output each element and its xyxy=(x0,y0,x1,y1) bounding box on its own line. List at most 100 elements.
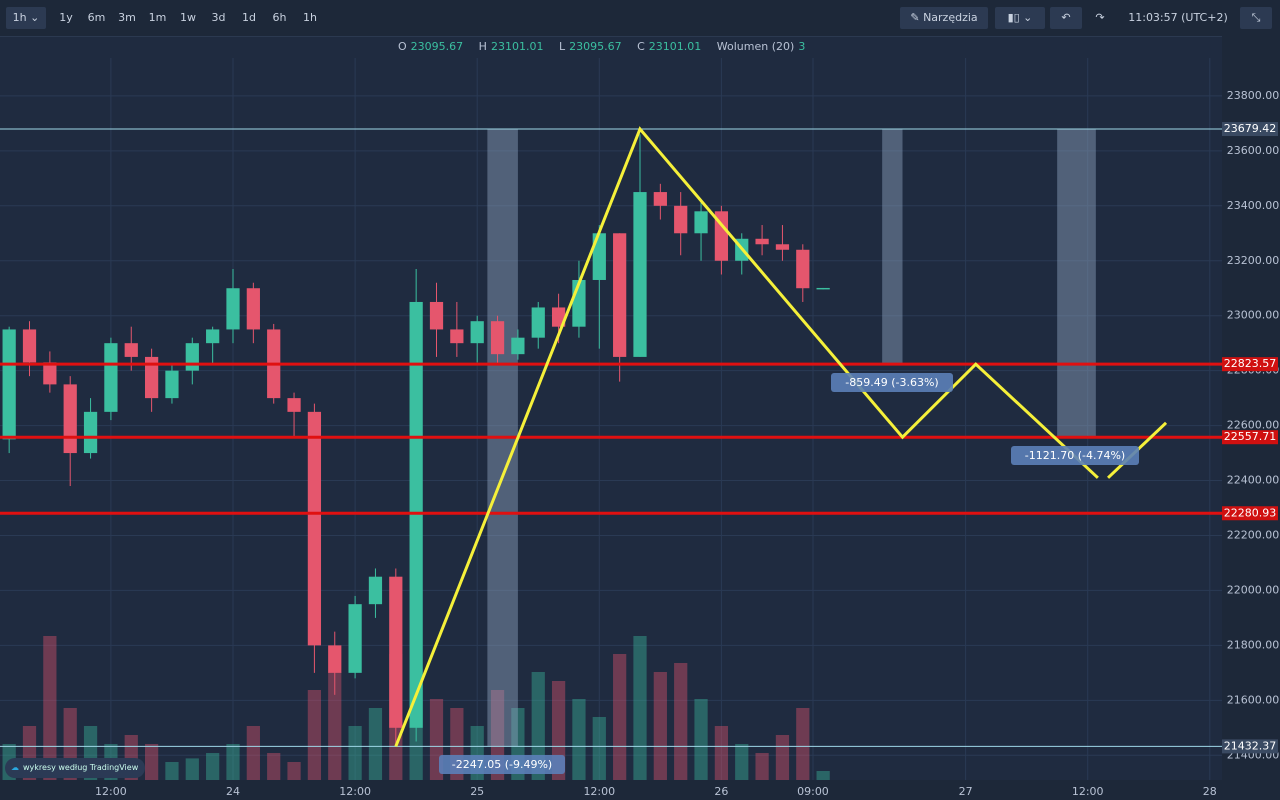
time-zone xyxy=(882,129,903,365)
y-tick-label: 23000.00 xyxy=(1227,309,1280,322)
interval-select[interactable]: 1h ⌄ xyxy=(6,7,46,29)
interval-option[interactable]: 1h xyxy=(303,11,317,24)
candle-body xyxy=(613,233,627,357)
chart-type[interactable]: ▮▯ ⌄ xyxy=(995,7,1045,29)
volume-bar xyxy=(287,762,301,780)
candle-body xyxy=(490,321,505,355)
x-tick-label: 12:00 xyxy=(95,785,127,798)
measure-label-box xyxy=(1011,446,1139,465)
candle-body xyxy=(43,362,57,385)
tools-label: Narzędzia xyxy=(923,11,978,24)
candle-body xyxy=(185,343,199,371)
price-label-box xyxy=(1222,357,1278,372)
volume-bar xyxy=(714,726,729,780)
y-tick-label: 22600.00 xyxy=(1227,419,1280,432)
interval-option[interactable]: 1d xyxy=(242,11,256,24)
candle-body xyxy=(429,301,444,330)
candle-body xyxy=(328,645,342,673)
candle-body xyxy=(816,287,830,290)
price-label: 22557.71 xyxy=(1224,430,1277,443)
volume-bar xyxy=(328,672,342,780)
candle-body xyxy=(674,205,688,234)
interval-option[interactable]: 3m xyxy=(118,11,136,24)
candle-body xyxy=(511,337,525,355)
volume-bar xyxy=(185,758,199,780)
tools-button[interactable]: ✎ Narzędzia xyxy=(900,7,988,29)
label: H xyxy=(478,40,487,53)
value: 3 xyxy=(798,40,806,53)
volume-bar xyxy=(816,771,830,780)
volume-bar xyxy=(206,753,220,780)
fullscreen[interactable]: ⤡ xyxy=(1240,7,1272,29)
y-tick-label: 21600.00 xyxy=(1227,693,1280,706)
x-tick-label: 12:00 xyxy=(583,785,615,798)
y-tick-label: 22200.00 xyxy=(1227,528,1280,541)
candle-body xyxy=(694,211,708,234)
volume-bar xyxy=(572,699,586,780)
price-label-box xyxy=(1222,430,1278,445)
y-tick-label: 23400.00 xyxy=(1227,199,1280,212)
volume-bar xyxy=(531,672,545,780)
y-tick-label: 22400.00 xyxy=(1227,474,1280,487)
zigzag-line xyxy=(394,126,1099,747)
x-tick-label: 28 xyxy=(1203,785,1217,798)
ohlc-legend: O 23095.67 H 23101.01 L 23095.67 C 23101.01 … xyxy=(398,40,817,54)
candle-body xyxy=(551,307,566,327)
volume-bar xyxy=(735,744,749,780)
y-tick-label: 21800.00 xyxy=(1227,638,1280,651)
price-axis xyxy=(1222,36,1280,800)
value: 23095.67 xyxy=(410,40,464,53)
candle-body xyxy=(83,411,98,454)
volume-bar xyxy=(165,762,179,780)
volume-bar xyxy=(674,663,688,780)
candle-body xyxy=(470,321,484,344)
x-tick-label: 27 xyxy=(959,785,973,798)
interval-option[interactable]: 6m xyxy=(87,11,106,24)
value: 23101.01 xyxy=(648,40,702,53)
undo[interactable]: ↶ xyxy=(1050,7,1082,29)
measure-label-box xyxy=(831,373,953,392)
branding[interactable]: ☁ wykresy według TradingView xyxy=(5,758,145,778)
label: O xyxy=(398,40,407,53)
redo[interactable]: ↷ xyxy=(1095,11,1105,24)
candle-body xyxy=(165,370,179,399)
x-tick-label: 12:00 xyxy=(339,785,371,798)
volume-bar xyxy=(368,708,383,780)
candle-body xyxy=(531,307,545,338)
volume-bar xyxy=(633,636,647,780)
candle-body xyxy=(104,343,118,412)
candle-body xyxy=(592,233,606,280)
interval-option[interactable]: 6h xyxy=(272,11,287,24)
volume-bar xyxy=(653,672,667,780)
label: L xyxy=(558,40,566,53)
volume-bar xyxy=(307,690,322,780)
x-tick-label: 09:00 xyxy=(797,785,829,798)
label: C xyxy=(637,40,645,53)
interval-option[interactable]: 1w xyxy=(180,11,196,24)
candle-body xyxy=(206,329,220,344)
price-label-box xyxy=(1222,122,1278,137)
volume-bar xyxy=(226,744,240,780)
volume-bar xyxy=(267,753,281,780)
candle-body xyxy=(633,192,647,357)
volume-bar xyxy=(613,654,627,780)
chart: 12:00 24 12:00 25 12:00 26 09:00 27 12:00 28 23800… xyxy=(0,36,1280,800)
y-tick-label: 23800.00 xyxy=(1227,89,1280,102)
measure-label: -2247.05 (-9.49%) xyxy=(452,758,552,771)
price-label: 22823.57 xyxy=(1224,357,1277,370)
volume-bar xyxy=(43,636,57,780)
volume-bar xyxy=(694,699,708,780)
interval-option[interactable]: 3d xyxy=(211,11,226,24)
price-label-box xyxy=(1222,739,1278,754)
value: 23095.67 xyxy=(569,40,622,53)
interval-option[interactable]: 1y xyxy=(59,11,73,24)
measure-label: -1121.70 (-4.74%) xyxy=(1025,449,1125,462)
candle-body xyxy=(389,576,403,728)
time: 11:03:57 xyxy=(1128,11,1178,24)
measure-label-box xyxy=(439,755,565,774)
candle-body xyxy=(755,238,769,245)
candle-body xyxy=(63,384,77,454)
interval-option[interactable]: 1m xyxy=(148,11,167,24)
price-label-box xyxy=(1222,506,1278,521)
